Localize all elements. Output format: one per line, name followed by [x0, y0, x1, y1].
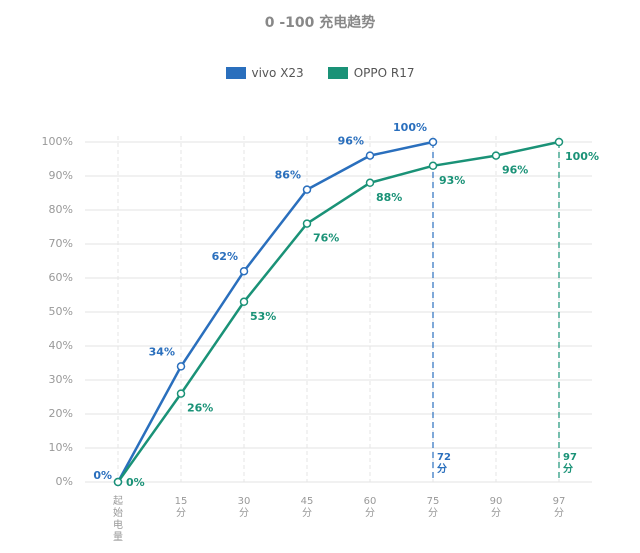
legend: vivo X23 OPPO R17	[0, 66, 640, 80]
y-tick-label: 20%	[49, 407, 73, 420]
data-label: 34%	[149, 345, 175, 358]
y-tick-label: 80%	[49, 203, 73, 216]
point	[113, 477, 123, 487]
point	[239, 297, 249, 307]
data-label: 93%	[439, 174, 465, 187]
data-label: 26%	[187, 402, 213, 415]
point	[176, 362, 186, 371]
data-label: 53%	[250, 310, 276, 323]
y-tick-label: 50%	[49, 305, 73, 318]
data-label: 96%	[502, 164, 528, 177]
y-tick-label: 10%	[49, 441, 73, 454]
data-label: 62%	[212, 250, 238, 263]
y-tick-label: 60%	[49, 271, 73, 284]
annotation: 72分	[437, 452, 451, 475]
legend-item: OPPO R17	[327, 66, 415, 80]
y-tick-label: 90%	[49, 169, 73, 182]
data-label: 96%	[338, 135, 364, 148]
legend-label: vivo X23	[251, 66, 304, 80]
x-tick-label: 97分	[552, 496, 566, 519]
point	[176, 389, 186, 398]
data-label: 86%	[275, 169, 301, 182]
y-tick-label: 30%	[49, 373, 73, 386]
legend-swatch	[327, 67, 348, 79]
point	[302, 219, 312, 228]
data-label: 88%	[376, 191, 402, 204]
y-tick-label: 40%	[49, 339, 73, 352]
legend-label: OPPO R17	[353, 66, 415, 80]
data-label: 0%	[126, 476, 145, 489]
x-tick-label: 60分	[363, 496, 377, 519]
legend-item: vivo X23	[225, 66, 304, 80]
x-tick-label: 15分	[174, 496, 188, 519]
series-line	[116, 140, 434, 483]
data-label: 100%	[393, 121, 427, 134]
annotation: 97分	[563, 452, 577, 475]
point	[554, 137, 564, 147]
point	[239, 266, 249, 276]
point	[491, 151, 501, 160]
y-tick-label: 0%	[56, 475, 73, 488]
data-label: 76%	[313, 232, 339, 245]
x-tick-label: 30分	[237, 496, 251, 519]
point	[365, 151, 375, 160]
data-label: 0%	[93, 469, 112, 482]
x-tick-label: 起始电量	[113, 496, 123, 543]
x-tick-label: 90分	[489, 496, 503, 519]
data-label: 100%	[565, 150, 599, 163]
legend-swatch	[225, 67, 246, 79]
y-tick-label: 100%	[42, 135, 73, 148]
point	[302, 185, 312, 194]
point	[365, 178, 375, 188]
point	[428, 161, 438, 171]
series-line	[116, 140, 560, 483]
point	[428, 137, 438, 147]
chart-title: 0 -100 充电趋势	[264, 15, 376, 31]
x-tick-label: 45分	[300, 496, 314, 519]
y-tick-label: 70%	[49, 237, 73, 250]
x-tick-label: 75分	[426, 496, 440, 519]
